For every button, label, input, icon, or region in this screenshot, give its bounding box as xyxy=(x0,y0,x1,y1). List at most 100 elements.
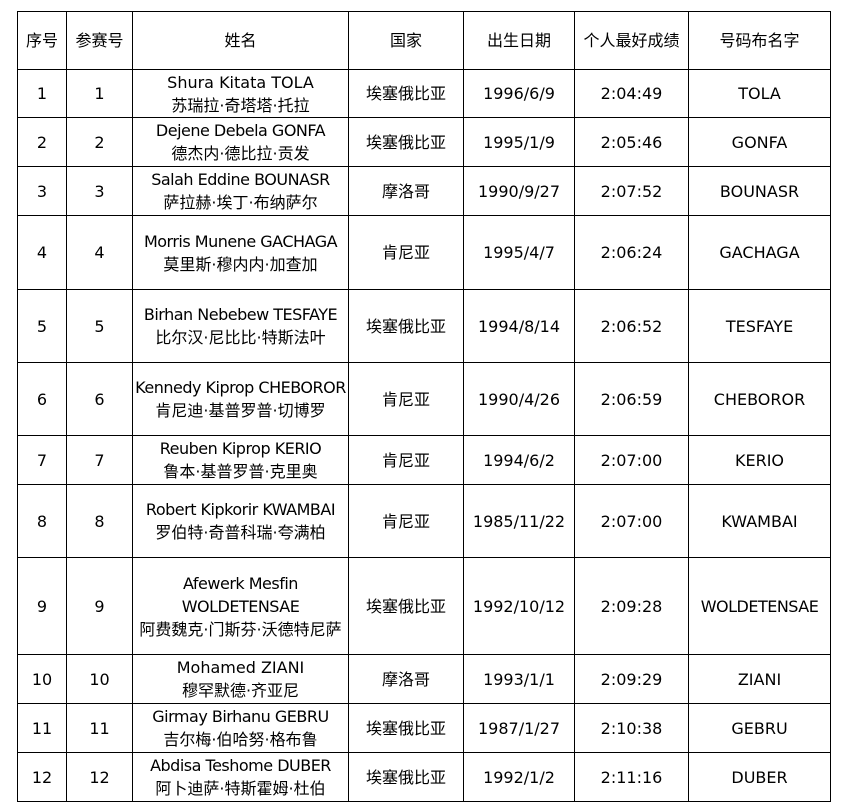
row-pb: 2:05:46 xyxy=(574,117,689,167)
name-zh: 阿卜迪萨·特斯霍姆·杜伯 xyxy=(155,779,326,798)
row-birth: 1993/1/1 xyxy=(463,654,575,704)
row-name: Afewerk Mesfin WOLDETENSAE 阿费魏克·门斯芬·沃德特尼萨 xyxy=(132,557,349,655)
row-bib-name: GONFA xyxy=(688,117,831,167)
table-row: 2 2 Dejene Debela GONFA 德杰内·德比拉·贡发 埃塞俄比亚 1995… xyxy=(17,117,831,167)
row-pb: 2:07:00 xyxy=(574,435,689,485)
name-zh: 莫里斯·穆内内·加查加 xyxy=(163,254,318,274)
row-birth: 1990/4/26 xyxy=(463,362,575,436)
row-pb: 2:07:00 xyxy=(574,484,689,558)
row-bib: 12 xyxy=(66,752,133,802)
row-name: Kennedy Kiprop CHEBOROR 肯尼迪·基普罗普·切博罗 xyxy=(132,362,349,436)
row-bib: 5 xyxy=(66,289,133,363)
table-row: 10 10 Mohamed ZIANI 穆罕默德·齐亚尼 摩洛哥 1993/1/1 2:09… xyxy=(17,654,831,704)
row-no: 1 xyxy=(17,69,67,118)
row-bib-name: ZIANI xyxy=(688,654,831,704)
row-birth: 1990/9/27 xyxy=(463,166,575,216)
row-pb: 2:06:59 xyxy=(574,362,689,436)
name-en: Kennedy Kiprop CHEBOROR xyxy=(135,378,346,397)
row-birth: 1992/1/2 xyxy=(463,752,575,802)
row-pb: 2:10:38 xyxy=(574,703,689,753)
name-zh: 鲁本·基普罗普·克里奥 xyxy=(163,462,318,481)
row-pb: 2:04:49 xyxy=(574,69,689,118)
table-row: 9 9 Afewerk Mesfin WOLDETENSAE 阿费魏克·门斯芬·沃德特… xyxy=(17,557,831,655)
row-pb: 2:09:28 xyxy=(574,557,689,655)
row-birth: 1994/6/2 xyxy=(463,435,575,485)
row-pb: 2:11:16 xyxy=(574,752,689,802)
row-no: 12 xyxy=(17,752,67,802)
name-zh: 萨拉赫·埃丁·布纳萨尔 xyxy=(163,193,318,212)
row-bib: 8 xyxy=(66,484,133,558)
row-bib: 10 xyxy=(66,654,133,704)
row-country: 埃塞俄比亚 xyxy=(348,752,464,802)
table-row: 3 3 Salah Eddine BOUNASR 萨拉赫·埃丁·布纳萨尔 摩洛哥 1990… xyxy=(17,166,831,216)
header-name: 姓名 xyxy=(132,11,349,70)
name-en: Robert Kipkorir KWAMBAI xyxy=(145,500,336,519)
row-country: 肯尼亚 xyxy=(348,435,464,485)
table-row: 6 6 Kennedy Kiprop CHEBOROR 肯尼迪·基普罗普·切博罗 肯尼亚… xyxy=(17,362,831,436)
header-country: 国家 xyxy=(348,11,464,70)
name-zh: 穆罕默德·齐亚尼 xyxy=(181,681,300,700)
row-bib: 11 xyxy=(66,703,133,753)
table-row: 5 5 Birhan Nebebew TESFAYE 比尔汉·尼比比·特斯法叶 埃塞俄比… xyxy=(17,289,831,363)
row-birth: 1995/1/9 xyxy=(463,117,575,167)
row-name: Morris Munene GACHAGA 莫里斯·穆内内·加查加 xyxy=(132,215,349,290)
row-no: 8 xyxy=(17,484,67,558)
row-pb: 2:06:52 xyxy=(574,289,689,363)
row-no: 3 xyxy=(17,166,67,216)
row-bib: 7 xyxy=(66,435,133,485)
name-zh: 吉尔梅·伯哈努·格布鲁 xyxy=(163,730,318,749)
header-no: 序号 xyxy=(17,11,67,70)
name-en: Reuben Kiprop KERIO xyxy=(159,439,322,458)
name-en: Morris Munene GACHAGA xyxy=(143,231,338,251)
row-bib: 1 xyxy=(66,69,133,118)
row-bib: 9 xyxy=(66,557,133,655)
name-zh: 阿费魏克·门斯芬·沃德特尼萨 xyxy=(139,619,342,639)
name-zh: 德杰内·德比拉·贡发 xyxy=(171,144,310,163)
row-birth: 1987/1/27 xyxy=(463,703,575,753)
row-country: 肯尼亚 xyxy=(348,362,464,436)
name-zh: 罗伯特·奇普科瑞·夸满柏 xyxy=(155,523,326,542)
row-bib-name: CHEBOROR xyxy=(688,362,831,436)
name-en: Girmay Birhanu GEBRU xyxy=(152,707,329,726)
row-bib-name: KWAMBAI xyxy=(688,484,831,558)
table-row: 1 1 Shura Kitata TOLA 苏瑞拉·奇塔塔·托拉 埃塞俄比亚 1996/6… xyxy=(17,69,831,118)
row-no: 2 xyxy=(17,117,67,167)
row-name: Girmay Birhanu GEBRU 吉尔梅·伯哈努·格布鲁 xyxy=(132,703,349,753)
row-name: Dejene Debela GONFA 德杰内·德比拉·贡发 xyxy=(132,117,349,167)
row-birth: 1985/11/22 xyxy=(463,484,575,558)
row-bib: 6 xyxy=(66,362,133,436)
row-bib: 2 xyxy=(66,117,133,167)
row-bib-name: TOLA xyxy=(688,69,831,118)
name-en: Salah Eddine BOUNASR xyxy=(151,170,330,189)
row-country: 埃塞俄比亚 xyxy=(348,117,464,167)
table-row: 11 11 Girmay Birhanu GEBRU 吉尔梅·伯哈努·格布鲁 埃塞俄比亚… xyxy=(17,703,831,753)
name-en: Shura Kitata TOLA xyxy=(167,72,314,92)
row-country: 摩洛哥 xyxy=(348,654,464,704)
name-zh: 肯尼迪·基普罗普·切博罗 xyxy=(155,401,326,420)
row-name: Abdisa Teshome DUBER 阿卜迪萨·特斯霍姆·杜伯 xyxy=(132,752,349,802)
row-country: 肯尼亚 xyxy=(348,215,464,290)
row-name: Salah Eddine BOUNASR 萨拉赫·埃丁·布纳萨尔 xyxy=(132,166,349,216)
row-no: 7 xyxy=(17,435,67,485)
row-bib-name: DUBER xyxy=(688,752,831,802)
row-country: 埃塞俄比亚 xyxy=(348,703,464,753)
row-bib: 4 xyxy=(66,215,133,290)
table-row: 8 8 Robert Kipkorir KWAMBAI 罗伯特·奇普科瑞·夸满柏 肯尼亚… xyxy=(17,484,831,558)
name-en: Afewerk Mesfin WOLDETENSAE xyxy=(181,573,300,616)
table-row: 4 4 Morris Munene GACHAGA 莫里斯·穆内内·加查加 肯尼亚 199… xyxy=(17,215,831,290)
row-bib-name: GEBRU xyxy=(688,703,831,753)
name-zh: 苏瑞拉·奇塔塔·托拉 xyxy=(171,95,310,115)
row-no: 11 xyxy=(17,703,67,753)
name-en: Dejene Debela GONFA xyxy=(155,121,326,140)
row-country: 摩洛哥 xyxy=(348,166,464,216)
row-bib: 3 xyxy=(66,166,133,216)
row-birth: 1995/4/7 xyxy=(463,215,575,290)
table-row: 7 7 Reuben Kiprop KERIO 鲁本·基普罗普·克里奥 肯尼亚 1994/… xyxy=(17,435,831,485)
name-en: Mohamed ZIANI xyxy=(176,658,305,677)
row-no: 10 xyxy=(17,654,67,704)
header-row: 序号 参赛号 姓名 国家 出生日期 个人最好成绩 号码布名字 xyxy=(17,11,831,70)
row-birth: 1992/10/12 xyxy=(463,557,575,655)
row-bib-name: GACHAGA xyxy=(688,215,831,290)
row-no: 9 xyxy=(17,557,67,655)
row-bib-name: BOUNASR xyxy=(688,166,831,216)
